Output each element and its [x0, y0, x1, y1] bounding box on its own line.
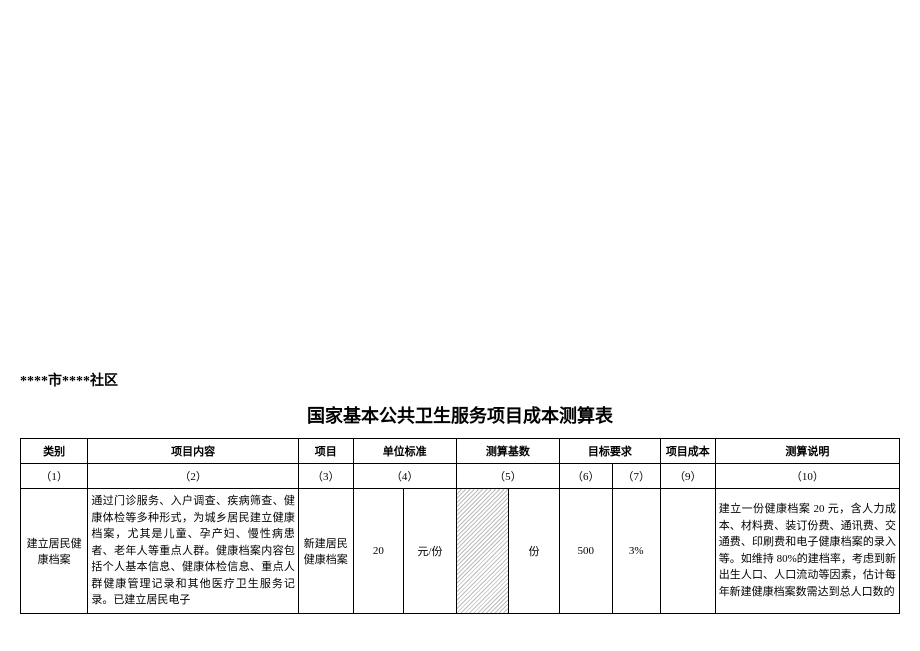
cell-target-a: 500: [559, 489, 612, 614]
sub-2: （2）: [88, 464, 299, 489]
sub-6: （6）: [559, 464, 612, 489]
hdr-target: 目标要求: [559, 439, 660, 464]
hdr-content: 项目内容: [88, 439, 299, 464]
cell-base-unit: 份: [509, 489, 560, 614]
sub-9: （9）: [660, 464, 715, 489]
header-row: 类别 项目内容 项目 单位标准 测算基数 目标要求 项目成本 测算说明: [21, 439, 900, 464]
cell-category: 建立居民健康档案: [21, 489, 88, 614]
hdr-project: 项目: [298, 439, 353, 464]
sub-3: （3）: [298, 464, 353, 489]
cell-base-hatched: [456, 489, 509, 614]
cell-unit-label: 元/份: [404, 489, 457, 614]
hdr-calc-base: 测算基数: [456, 439, 559, 464]
sub-5: （5）: [456, 464, 559, 489]
subheader-row: （1） （2） （3） （4） （5） （6） （7） （9） （10）: [21, 464, 900, 489]
doc-title: 国家基本公共卫生服务项目成本测算表: [20, 402, 900, 428]
location-line: ****市****社区: [20, 370, 900, 390]
sub-1: （1）: [21, 464, 88, 489]
hdr-category: 类别: [21, 439, 88, 464]
cell-unit-value: 20: [353, 489, 404, 614]
sub-4: （4）: [353, 464, 456, 489]
hdr-explain: 测算说明: [715, 439, 899, 464]
sub-7: （7）: [612, 464, 660, 489]
hdr-cost: 项目成本: [660, 439, 715, 464]
cost-table: 类别 项目内容 项目 单位标准 测算基数 目标要求 项目成本 测算说明 （1） …: [20, 438, 900, 614]
cell-project: 新建居民健康档案: [298, 489, 353, 614]
cell-target-b: 3%: [612, 489, 660, 614]
cell-content: 通过门诊服务、入户调查、疾病筛查、健康体检等多种形式，为城乡居民建立健康档案，尤…: [88, 489, 299, 614]
hdr-unit-standard: 单位标准: [353, 439, 456, 464]
table-row: 建立居民健康档案 通过门诊服务、入户调查、疾病筛查、健康体检等多种形式，为城乡居…: [21, 489, 900, 614]
cell-explain: 建立一份健康档案 20 元，含人力成本、材料费、装订份费、通讯费、交通费、印刷费…: [715, 489, 899, 614]
cell-cost: [660, 489, 715, 614]
sub-10: （10）: [715, 464, 899, 489]
